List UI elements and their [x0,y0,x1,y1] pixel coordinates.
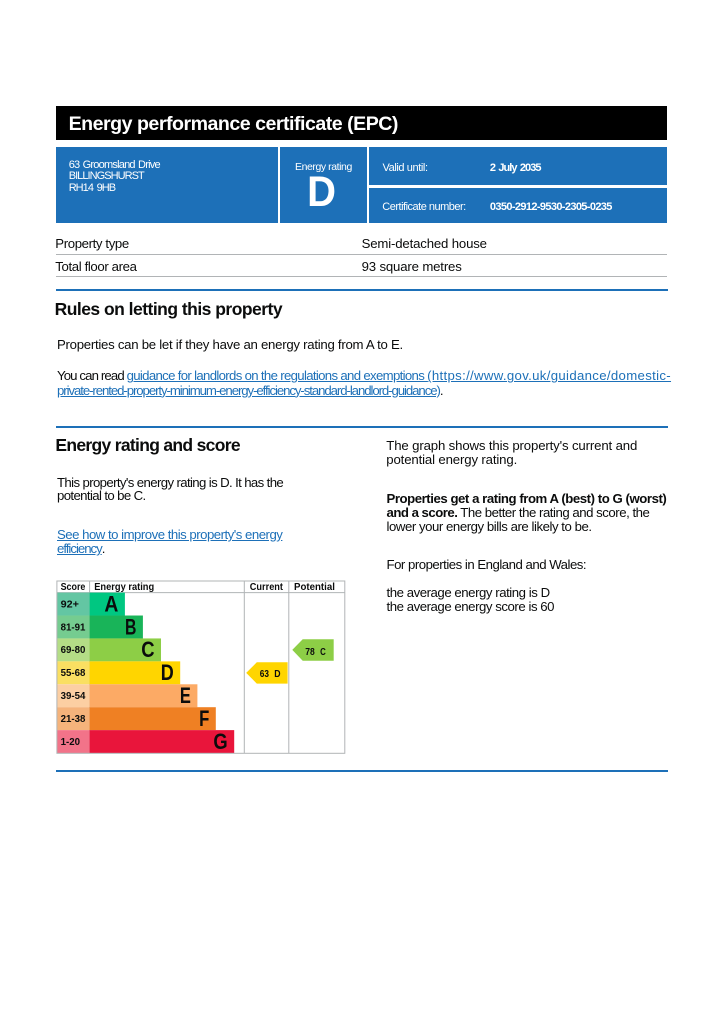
svg-text:78: 78 [305,646,315,658]
svg-text:Current: Current [250,582,284,593]
svg-text:G: G [213,729,227,754]
svg-text:39-54: 39-54 [61,691,86,702]
svg-text:C: C [141,637,154,662]
svg-text:C: C [320,646,326,658]
svg-text:D: D [274,668,281,680]
svg-text:21-38: 21-38 [61,714,86,725]
svg-text:F: F [199,706,209,731]
svg-text:92+: 92+ [61,599,80,610]
svg-text:63: 63 [260,668,269,680]
svg-text:1-20: 1-20 [61,737,80,748]
svg-text:81-91: 81-91 [61,622,86,633]
svg-text:Energy rating: Energy rating [94,582,154,593]
svg-text:55-68: 55-68 [61,668,86,679]
svg-text:D: D [161,660,174,685]
svg-text:69-80: 69-80 [61,645,86,656]
svg-text:Potential: Potential [294,582,335,593]
svg-text:A: A [104,591,118,616]
svg-text:E: E [180,683,191,708]
svg-text:Score: Score [61,582,86,593]
svg-text:B: B [125,614,136,639]
